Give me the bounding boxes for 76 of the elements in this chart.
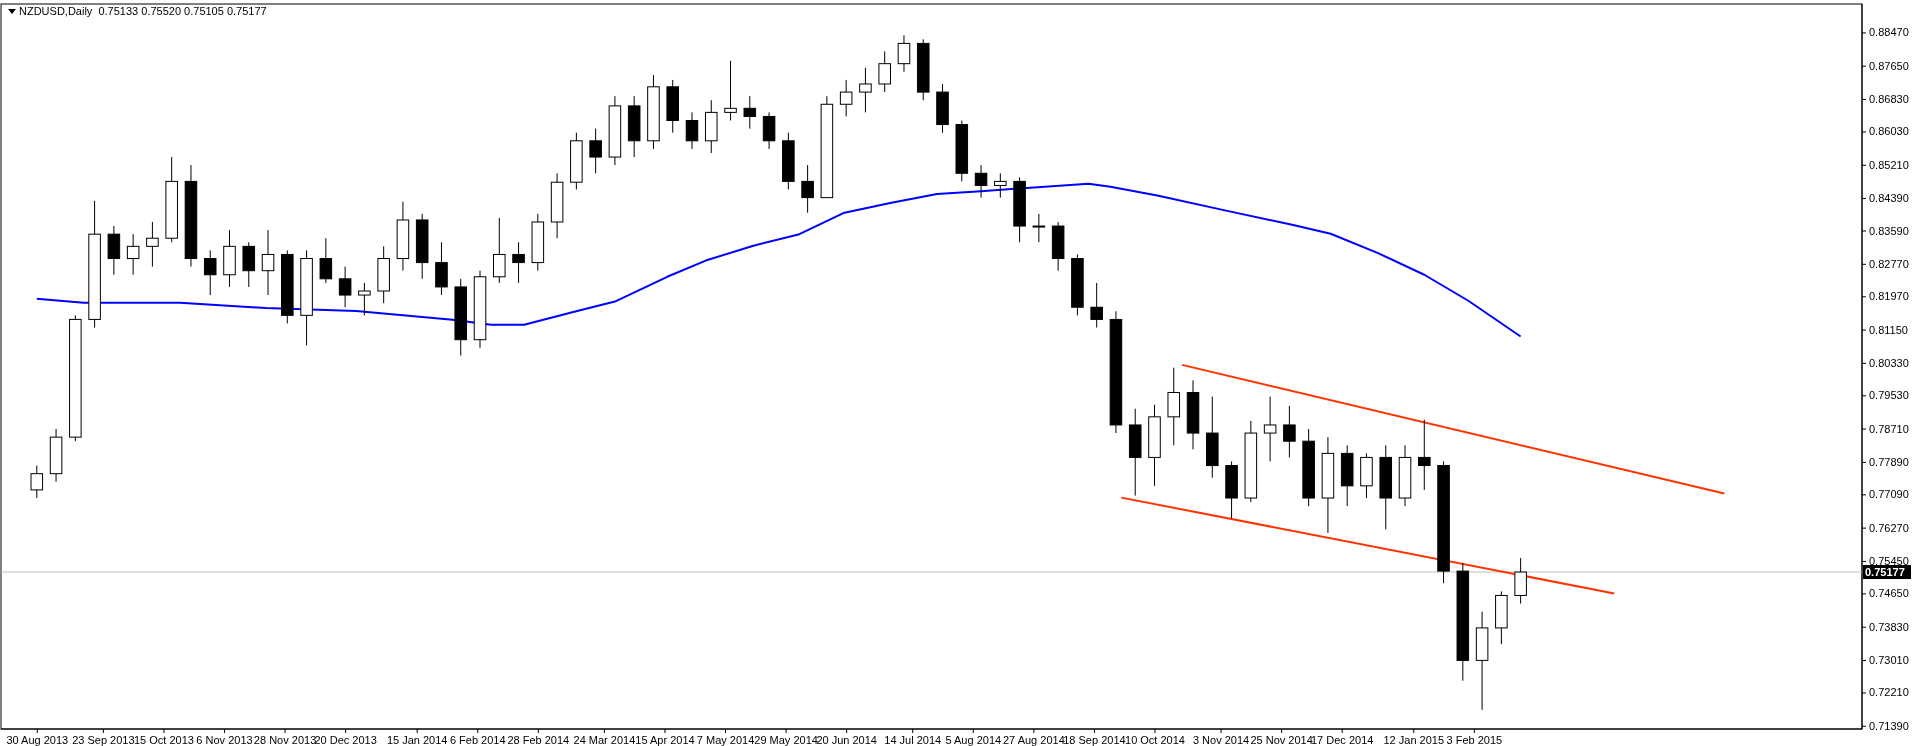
candlestick xyxy=(1263,396,1277,462)
y-tick-label: 0.73830 xyxy=(1869,620,1909,633)
x-tick-label: 6 Nov 2013 xyxy=(196,733,253,746)
candlestick xyxy=(724,60,737,121)
candlestick xyxy=(859,67,872,113)
y-tick-label: 0.77890 xyxy=(1869,455,1909,468)
candlestick xyxy=(1283,405,1296,458)
candlestick xyxy=(493,217,506,284)
candlestick xyxy=(319,237,333,284)
chart-title: NZDUSD,Daily 0.75133 0.75520 0.75105 0.75177 xyxy=(19,5,267,17)
y-tick-label: 0.88470 xyxy=(1869,26,1909,39)
x-tick-label: 27 Aug 2014 xyxy=(1002,733,1065,746)
y-tick-label: 0.85210 xyxy=(1869,158,1909,171)
y-tick-label: 0.80330 xyxy=(1869,356,1909,369)
y-tick-label: 0.74650 xyxy=(1869,587,1909,600)
candlestick xyxy=(1418,419,1431,491)
candlestick xyxy=(839,79,853,117)
candlestick xyxy=(685,111,699,150)
y-tick-label: 0.86030 xyxy=(1869,125,1909,138)
y-tick-label: 0.71390 xyxy=(1869,719,1909,732)
y-tick-label: 0.79530 xyxy=(1869,389,1909,402)
candlestick xyxy=(897,34,911,73)
candlestick xyxy=(1514,557,1527,605)
y-tick-label: 0.83590 xyxy=(1869,224,1909,237)
x-tick-label: 23 Sep 2013 xyxy=(72,733,135,746)
x-tick-label: 15 Oct 2013 xyxy=(133,733,194,746)
y-tick-label: 0.78710 xyxy=(1869,422,1909,435)
candlestick xyxy=(203,249,217,296)
x-tick-label: 18 Sep 2014 xyxy=(1063,733,1126,746)
x-tick-label: 15 Jan 2014 xyxy=(386,733,448,746)
candlestick xyxy=(146,221,159,268)
y-tick-label: 0.77090 xyxy=(1869,488,1909,501)
y-tick-label: 0.81970 xyxy=(1869,290,1909,303)
y-tick-label: 0.87650 xyxy=(1869,59,1909,72)
x-tick-label: 17 Dec 2014 xyxy=(1311,733,1374,746)
candlestick xyxy=(994,172,1007,199)
ref-line-label: 0.75177 xyxy=(1865,566,1905,579)
y-tick-label: 0.84390 xyxy=(1869,192,1909,205)
x-tick-label: 24 Mar 2014 xyxy=(573,733,636,746)
line-series xyxy=(35,182,1522,338)
candlestick xyxy=(126,233,140,276)
y-tick-label: 0.73010 xyxy=(1869,654,1909,667)
y-tick-label: 0.75450 xyxy=(1869,554,1909,567)
candlestick xyxy=(1090,282,1103,329)
y-tick-label: 0.81150 xyxy=(1869,323,1908,336)
y-tick-label: 0.72210 xyxy=(1869,686,1909,699)
x-tick-label: 20 Jun 2014 xyxy=(816,733,877,746)
x-tick-label: 15 Apr 2014 xyxy=(635,733,695,746)
x-tick-label: 5 Aug 2014 xyxy=(945,733,1002,746)
x-tick-label: 25 Nov 2014 xyxy=(1250,733,1313,746)
x-tick-label: 28 Feb 2014 xyxy=(507,733,570,746)
candlestick xyxy=(743,95,757,130)
candlestick xyxy=(589,128,602,174)
candlestick xyxy=(338,266,352,308)
y-tick-label: 0.82770 xyxy=(1869,257,1909,270)
candlestick xyxy=(878,50,891,93)
x-tick-label: 3 Feb 2015 xyxy=(1446,733,1503,746)
x-tick-label: 3 Nov 2014 xyxy=(1192,733,1250,746)
candlestick xyxy=(1032,213,1046,243)
x-tick-label: 20 Dec 2013 xyxy=(314,733,377,746)
y-tick-label: 0.76270 xyxy=(1869,521,1909,534)
y-tick-label: 0.86830 xyxy=(1869,93,1909,106)
x-tick-label: 29 May 2014 xyxy=(754,733,818,746)
candlestick xyxy=(261,229,275,296)
x-tick-label: 7 May 2014 xyxy=(696,733,755,746)
x-tick-label: 28 Nov 2013 xyxy=(253,733,317,746)
x-tick-label: 14 Jul 2014 xyxy=(884,733,942,746)
candlestick xyxy=(974,164,988,199)
x-tick-label: 30 Aug 2013 xyxy=(6,733,69,746)
candlestick xyxy=(512,241,525,284)
candlestick xyxy=(30,465,44,499)
x-tick-label: 12 Jan 2015 xyxy=(1383,733,1445,746)
candlestick xyxy=(358,282,371,316)
candlestick xyxy=(801,164,814,214)
x-tick-label: 6 Feb 2014 xyxy=(449,733,506,746)
x-tick-label: 10 Oct 2014 xyxy=(1125,733,1185,746)
